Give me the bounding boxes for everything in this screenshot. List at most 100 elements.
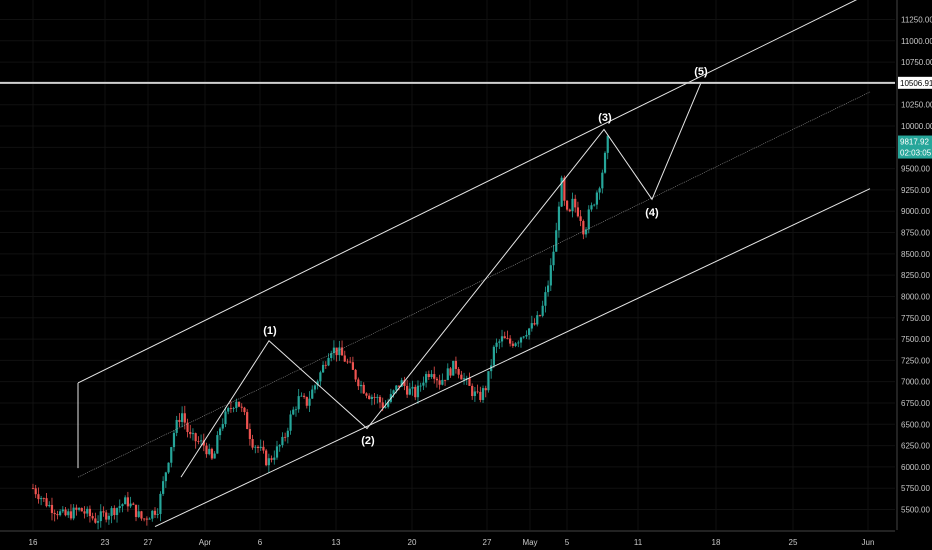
candle-body xyxy=(419,385,422,387)
candle-body xyxy=(324,364,327,366)
candle-body xyxy=(338,347,341,356)
candle-body xyxy=(194,433,197,442)
price-tick-label: 6250.00 xyxy=(901,442,930,451)
candle-body xyxy=(406,385,409,395)
price-badges: 10506.91 9817.92 02:03:05 xyxy=(898,76,932,159)
candle-body xyxy=(595,192,598,205)
candle-body xyxy=(275,446,279,458)
price-tick-label: 7000.00 xyxy=(901,378,930,387)
elliott-wave-path[interactable] xyxy=(180,82,702,478)
candle-body xyxy=(175,419,178,433)
candle-body xyxy=(473,391,476,397)
candle-body xyxy=(370,396,373,399)
candle-body xyxy=(506,338,509,340)
candle-body xyxy=(313,385,317,390)
candle-body xyxy=(37,494,40,500)
wave-labels: (1) (2) (3) (4) (5) xyxy=(263,66,708,447)
candle-body xyxy=(77,508,81,510)
time-tick-label: 27 xyxy=(144,538,153,547)
candle-body xyxy=(105,512,108,520)
candle-body xyxy=(113,508,116,516)
channel-lower-line[interactable] xyxy=(154,188,871,527)
candle-body xyxy=(357,379,360,387)
candle-body xyxy=(557,206,561,231)
candle-body xyxy=(140,511,143,519)
candle-body xyxy=(162,481,165,494)
channel-upper-line[interactable] xyxy=(77,0,870,384)
time-tick-label: 5 xyxy=(565,538,570,547)
candle-body xyxy=(568,209,571,212)
candle-body xyxy=(137,511,140,517)
candle-body xyxy=(191,433,195,435)
candle-body xyxy=(251,439,254,448)
candle-body xyxy=(563,177,566,201)
candle-body xyxy=(549,265,552,286)
candle-body xyxy=(107,515,111,520)
candle-body xyxy=(492,346,495,366)
candle-body xyxy=(31,488,35,489)
candle-body xyxy=(503,336,506,339)
candle-body xyxy=(227,408,230,412)
candle-body xyxy=(514,343,517,346)
candle-body xyxy=(248,429,251,440)
candle-body xyxy=(199,440,203,442)
candle-body xyxy=(316,381,319,386)
candle-body xyxy=(110,508,113,516)
candle-body xyxy=(452,360,455,376)
candle-body xyxy=(397,385,401,387)
candle-body xyxy=(319,372,322,382)
price-tick-label: 10250.00 xyxy=(901,101,932,110)
candle-body xyxy=(56,514,59,516)
candle-body xyxy=(384,406,387,408)
time-tick-label: May xyxy=(522,538,537,547)
candle-body xyxy=(533,323,536,325)
candle-body xyxy=(53,512,56,515)
time-tick-label: 16 xyxy=(29,538,38,547)
price-tick-label: 7500.00 xyxy=(901,335,930,344)
candle-body xyxy=(167,462,170,473)
candle-body xyxy=(509,338,512,344)
wave-label-2: (2) xyxy=(361,435,375,447)
candle-body xyxy=(259,446,262,449)
candle-body xyxy=(91,516,94,519)
price-tick-label: 6500.00 xyxy=(901,420,930,429)
candle-body xyxy=(69,511,73,519)
candle-body xyxy=(368,395,371,399)
candle-body xyxy=(224,411,227,425)
candle-body xyxy=(517,342,520,344)
candle-body xyxy=(560,177,563,207)
candle-body xyxy=(603,152,607,173)
wave-lines xyxy=(180,82,702,478)
candle-body xyxy=(465,378,468,379)
price-tick-label: 9500.00 xyxy=(901,165,930,174)
channel-mid-line[interactable] xyxy=(77,91,871,478)
wave-label-5: (5) xyxy=(694,66,708,78)
time-tick-label: 20 xyxy=(408,538,417,547)
price-tick-label: 11000.00 xyxy=(901,37,932,46)
wave-label-3: (3) xyxy=(598,112,612,124)
candle-body xyxy=(300,395,303,397)
candle-body xyxy=(170,447,173,463)
candle-body xyxy=(484,388,487,391)
wave-label-4: (4) xyxy=(645,207,659,219)
candle-body xyxy=(538,315,542,316)
candle-body xyxy=(362,384,365,394)
candle-body xyxy=(270,458,273,460)
candle-body xyxy=(94,518,97,523)
candle-body xyxy=(308,398,311,406)
candle-body xyxy=(427,374,430,378)
candle-body xyxy=(213,453,216,459)
candle-body xyxy=(346,361,349,363)
candle-body xyxy=(476,391,479,393)
candle-body xyxy=(189,431,192,435)
time-axis[interactable]: 16 23 27 Apr 6 13 20 27 May 5 11 18 25 Jun xyxy=(0,530,895,547)
candle-body xyxy=(134,504,138,517)
candle-body xyxy=(460,374,463,380)
price-tick-label: 11250.00 xyxy=(901,16,932,25)
candle-body xyxy=(221,424,224,429)
candle-body xyxy=(311,389,314,399)
candle-body xyxy=(210,448,214,459)
candle-body xyxy=(303,395,306,397)
